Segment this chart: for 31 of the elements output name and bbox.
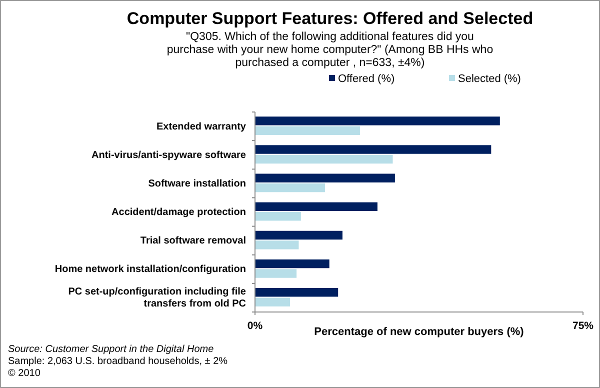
- y-tick-label: Extended warranty: [156, 121, 246, 132]
- text: © 2010: [8, 368, 41, 379]
- bar: [255, 116, 500, 126]
- bar: [255, 202, 378, 211]
- bar: [255, 259, 330, 268]
- bar: [255, 126, 360, 135]
- bar: [255, 298, 290, 306]
- y-tick-label: PC set-up/configuration including file transfers from old PC: [68, 286, 246, 310]
- bar: [255, 183, 325, 192]
- bar: [255, 145, 492, 154]
- legend-label: Offered (%): [338, 73, 395, 85]
- bar: [255, 269, 297, 278]
- source-note: Source: Customer Support in the Digital Home: [8, 344, 214, 355]
- y-tick-label: Trial software removal: [140, 236, 246, 247]
- legend-label: Selected (%): [458, 73, 521, 85]
- y-tick-label: Accident/damage protection: [112, 207, 246, 218]
- bar: [255, 212, 301, 221]
- x-axis-title: Percentage of new computer buyers (%): [314, 326, 524, 338]
- bar: [255, 288, 338, 297]
- bar: [255, 174, 395, 182]
- y-tick-label: Software installation: [148, 178, 246, 190]
- x-tick-label: 75%: [572, 320, 594, 332]
- bar: [255, 240, 299, 250]
- x-tick-label: 0%: [247, 320, 264, 332]
- y-tick-label: Home network installation/configuration: [54, 264, 246, 276]
- bar: [255, 230, 342, 240]
- text: Sample: 2,063 U.S. broadband households, ± 2%: [8, 356, 228, 367]
- chart-subtitle: "Q305. Which of the following additional features did you purchase with your new home computer?" (Among BB HHs who purchased a computer , n=633, ±4%): [166, 31, 494, 69]
- bar: [255, 154, 393, 164]
- chart-title: Computer Support Features: Offered and Selected: [126, 9, 534, 28]
- y-tick-label: Anti-virus/anti-spyware software: [92, 150, 246, 161]
